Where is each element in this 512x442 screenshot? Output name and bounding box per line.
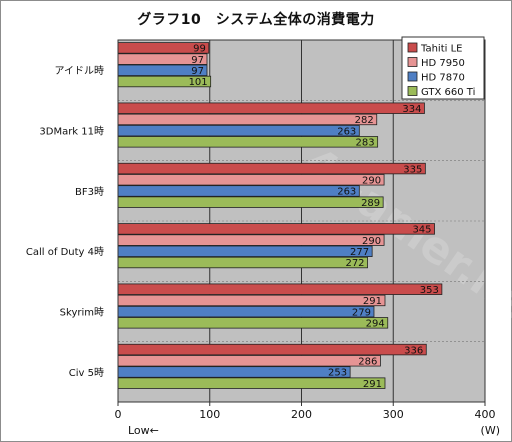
data-label: 101 [189, 77, 208, 88]
data-label: 97 [191, 66, 204, 77]
bar-gtx-660-ti-2 [117, 196, 384, 208]
data-label: 283 [356, 138, 375, 149]
legend-swatch [407, 71, 418, 82]
data-label: 289 [361, 198, 380, 209]
bar-hd-7870-3 [117, 245, 373, 258]
legend-label: Tahiti LE [420, 44, 462, 55]
data-label: 253 [328, 368, 347, 379]
chart-title: グラフ10 システム全体の消費電力 [137, 12, 375, 28]
data-label: 334 [402, 104, 421, 115]
data-label: 263 [337, 187, 356, 198]
bar-hd-7870-1 [117, 124, 360, 137]
category-label: Skyrim時 [60, 307, 104, 319]
legend-label: GTX 660 Ti [421, 87, 475, 98]
bar-gtx-660-ti-5 [117, 377, 386, 389]
low-direction-label: Low← [128, 424, 159, 437]
bar-hd-7870-5 [117, 366, 351, 378]
data-label: 336 [404, 345, 423, 356]
x-tick-label: 300 [383, 408, 404, 421]
legend-swatch [407, 42, 418, 53]
data-label: 345 [412, 225, 431, 236]
bar-hd-7950-4 [117, 294, 386, 307]
bar-tahiti-le-3 [117, 223, 435, 235]
bar-gtx-660-ti-3 [117, 256, 368, 269]
category-label: Call of Duty 4時 [26, 246, 104, 258]
x-tick-label: 400 [475, 408, 496, 421]
data-label: 99 [193, 44, 206, 55]
bar-hd-7950-3 [117, 234, 385, 246]
legend-label: HD 7950 [421, 58, 465, 69]
bar-hd-7950-1 [117, 113, 378, 126]
data-label: 286 [358, 356, 377, 367]
bar-hd-7870-2 [117, 185, 360, 197]
x-unit-label: (W) [481, 424, 500, 437]
data-label: 290 [362, 175, 381, 186]
data-label: 263 [337, 126, 356, 137]
data-label: 97 [191, 55, 204, 66]
data-label: 335 [403, 164, 422, 175]
bar-hd-7950-2 [117, 174, 385, 186]
data-label: 353 [420, 285, 439, 296]
bar-tahiti-le-2 [117, 162, 426, 175]
data-label: 279 [352, 307, 371, 318]
category-label: アイドル時 [55, 65, 105, 77]
data-label: 282 [355, 115, 374, 126]
data-label: 277 [350, 247, 369, 258]
bar-tahiti-le-1 [117, 102, 425, 114]
data-label: 291 [363, 379, 382, 390]
bar-hd-7870-4 [117, 305, 375, 318]
legend-label: HD 7870 [421, 73, 465, 84]
bar-gtx-660-ti-1 [117, 136, 379, 148]
bar-gtx-660-ti-4 [117, 317, 389, 329]
legend-swatch [407, 86, 418, 96]
bar-tahiti-le-4 [117, 283, 443, 295]
x-tick-label: 0 [115, 408, 122, 421]
data-label: 291 [363, 296, 382, 307]
data-label: 290 [362, 236, 381, 247]
category-label: Civ 5時 [69, 367, 104, 379]
data-label: 272 [345, 258, 364, 269]
legend-swatch [407, 57, 418, 67]
bar-hd-7950-5 [117, 355, 381, 367]
data-label: 294 [366, 319, 385, 330]
x-tick-label: 100 [199, 408, 220, 421]
category-label: 3DMark 11時 [39, 126, 104, 138]
category-label: BF3時 [75, 186, 104, 198]
bar-tahiti-le-5 [117, 343, 427, 356]
x-tick-label: 200 [291, 408, 312, 421]
